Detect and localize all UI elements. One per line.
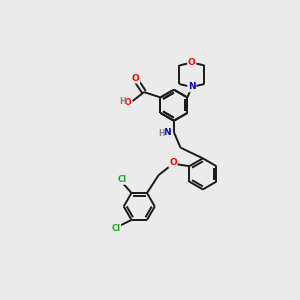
- Text: N: N: [164, 128, 171, 136]
- Text: O: O: [169, 158, 177, 167]
- Text: Cl: Cl: [118, 175, 127, 184]
- Text: O: O: [132, 74, 140, 83]
- Text: H: H: [158, 129, 165, 138]
- Text: O: O: [188, 58, 196, 67]
- Text: Cl: Cl: [111, 224, 121, 233]
- Text: O: O: [125, 98, 131, 107]
- Text: N: N: [188, 82, 196, 91]
- Text: H: H: [119, 97, 126, 106]
